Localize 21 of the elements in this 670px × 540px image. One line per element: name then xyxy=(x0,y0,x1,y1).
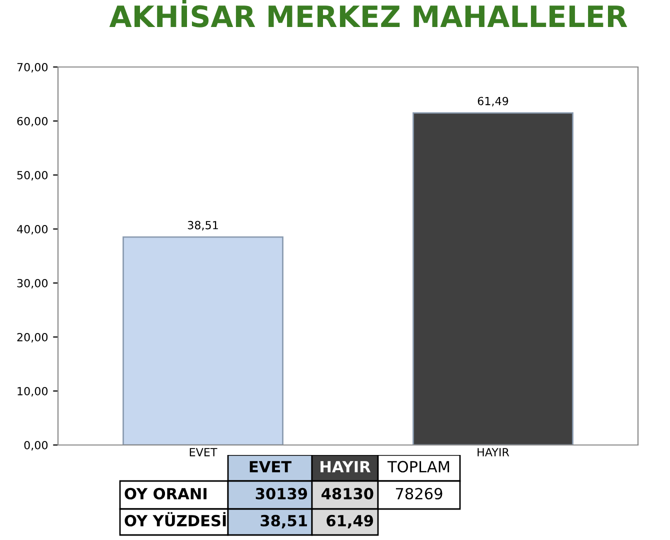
y-tick-label: 20,00 xyxy=(17,332,48,343)
y-tick-label: 60,00 xyxy=(17,116,48,127)
category-label: EVET xyxy=(250,461,292,472)
y-tick-label: 0,00 xyxy=(24,440,48,451)
y-tick-label: 10,00 xyxy=(18,386,48,397)
text: TOPLAM xyxy=(387,460,450,472)
chart-title: AKHİSAR MERKEZ MAHALLELER xyxy=(109,0,628,28)
text: 48130 xyxy=(322,488,374,500)
y-tick-label: 40,00 xyxy=(17,224,48,235)
data-label: 61,49 xyxy=(326,514,374,528)
y-tick-label: 70,00 xyxy=(17,62,48,73)
category-label: HAYIR xyxy=(320,461,371,472)
text: OY YÜZDESİ xyxy=(124,512,226,526)
text: 61,49 xyxy=(478,96,508,106)
text: OY ORANI xyxy=(124,488,206,500)
y-tick-label: 50,00 xyxy=(17,170,48,181)
data-label: 38,51 xyxy=(260,514,307,528)
y-tick-label: 30,00 xyxy=(17,278,48,289)
text: 30139 xyxy=(256,488,308,500)
text: 38,51 xyxy=(188,220,218,230)
text: 78269 xyxy=(396,488,442,500)
